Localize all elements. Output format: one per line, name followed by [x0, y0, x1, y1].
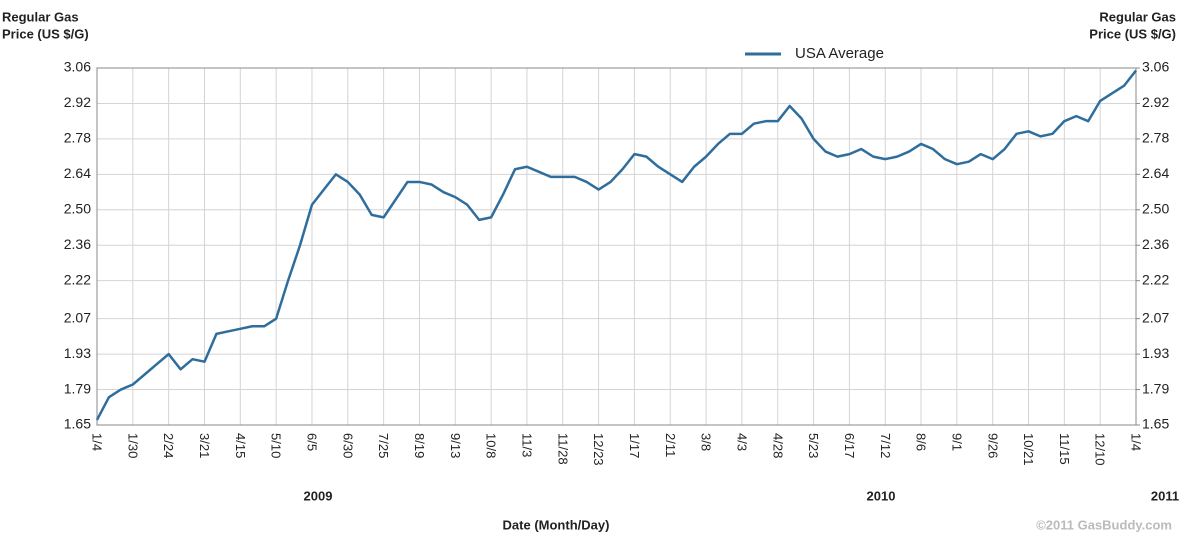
x-tick-label: 9/1 [949, 433, 964, 451]
x-tick-label: 2/11 [663, 433, 678, 457]
x-tick-label: 6/17 [842, 433, 857, 458]
x-tick-label: 8/19 [412, 433, 427, 458]
x-tick-label: 5/10 [269, 433, 284, 458]
x-tick-label: 11/28 [555, 433, 570, 465]
x-tick-label: 6/30 [340, 433, 355, 458]
y-tick-label: 2.92 [64, 94, 91, 110]
x-tick-label: 6/5 [305, 433, 320, 451]
x-tick-label: 4/28 [770, 433, 785, 458]
x-tick-label: 1/4 [1129, 433, 1144, 451]
y2-tick-label: 2.64 [1142, 165, 1169, 181]
y2-tick-label: 1.79 [1142, 380, 1169, 396]
year-label: 2011 [1151, 488, 1179, 503]
y2-axis-title: Price (US $/G) [1089, 26, 1176, 41]
y2-tick-label: 3.06 [1142, 59, 1169, 75]
y2-tick-label: 2.07 [1142, 309, 1169, 325]
y2-tick-label: 1.65 [1142, 416, 1169, 432]
y2-axis-title: Regular Gas [1099, 9, 1176, 24]
y-tick-label: 2.78 [64, 130, 91, 146]
data-line [95, 69, 1137, 421]
x-axis-title: Date (Month/Day) [503, 517, 610, 532]
y-tick-label: 2.07 [64, 309, 91, 325]
y-tick-label: 1.65 [64, 416, 91, 432]
x-tick-label: 3/21 [197, 433, 212, 458]
x-tick-label: 9/26 [985, 433, 1000, 458]
watermark: ©2011 GasBuddy.com [1036, 517, 1172, 532]
y2-tick-label: 2.78 [1142, 130, 1169, 146]
y2-tick-label: 2.50 [1142, 200, 1169, 216]
x-tick-label: 8/6 [914, 433, 929, 451]
y-tick-label: 2.22 [64, 271, 91, 287]
x-tick-label: 3/8 [699, 433, 714, 451]
year-label: 2010 [867, 488, 896, 503]
y-axis-title: Price (US $/G) [2, 26, 89, 41]
y2-tick-label: 2.22 [1142, 271, 1169, 287]
x-tick-label: 2/24 [161, 433, 176, 458]
x-tick-label: 12/23 [591, 433, 606, 466]
x-tick-label: 5/23 [806, 433, 821, 458]
x-tick-label: 1/17 [627, 433, 642, 458]
plot-frame [96, 67, 1137, 426]
x-tick-label: 10/21 [1021, 433, 1036, 466]
x-tick-label: 11/3 [519, 433, 534, 457]
y2-tick-label: 2.92 [1142, 94, 1169, 110]
x-tick-label: 7/12 [878, 433, 893, 458]
x-tick-label: 10/8 [484, 433, 499, 458]
x-tick-label: 4/3 [734, 433, 749, 451]
y-tick-label: 1.93 [64, 345, 91, 361]
y2-tick-label: 2.36 [1142, 236, 1169, 252]
year-label: 2009 [304, 488, 333, 503]
x-tick-label: 4/15 [233, 433, 248, 458]
x-tick-label: 11/15 [1057, 433, 1072, 465]
y-axis-title: Regular Gas [2, 9, 79, 24]
x-tick-label: 1/30 [125, 433, 140, 458]
y-tick-label: 2.64 [64, 165, 91, 181]
y-tick-label: 2.36 [64, 236, 91, 252]
y-tick-label: 3.06 [64, 59, 91, 75]
x-tick-label: 12/10 [1093, 433, 1108, 466]
x-tick-label: 9/13 [448, 433, 463, 458]
y2-tick-label: 1.93 [1142, 345, 1169, 361]
x-tick-label: 1/4 [90, 433, 105, 451]
x-tick-label: 7/25 [376, 433, 391, 458]
legend-label: USA Average [795, 45, 884, 62]
y-tick-label: 2.50 [64, 200, 91, 216]
y-tick-label: 1.79 [64, 380, 91, 396]
